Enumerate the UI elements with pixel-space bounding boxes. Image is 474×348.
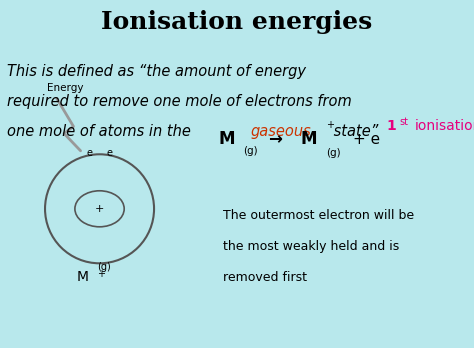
- Text: removed first: removed first: [223, 271, 307, 284]
- Text: + e: + e: [353, 132, 380, 147]
- Text: e: e: [86, 148, 92, 158]
- Text: +: +: [97, 269, 105, 278]
- Text: +: +: [326, 120, 334, 130]
- Text: M: M: [77, 270, 89, 284]
- Text: the most weakly held and is: the most weakly held and is: [223, 240, 399, 253]
- Text: st: st: [400, 117, 409, 127]
- Text: Ionisation energies: Ionisation energies: [101, 10, 373, 34]
- Text: gaseous: gaseous: [250, 124, 311, 139]
- Text: Energy: Energy: [47, 84, 84, 93]
- Text: →: →: [268, 130, 282, 148]
- Text: M: M: [218, 130, 235, 148]
- Text: +: +: [95, 204, 104, 214]
- Text: ionisation: ionisation: [415, 119, 474, 133]
- Text: required to remove one mole of electrons from: required to remove one mole of electrons…: [7, 94, 352, 109]
- Text: (g): (g): [97, 262, 111, 271]
- Text: one mole of atoms in the: one mole of atoms in the: [7, 124, 196, 139]
- Text: e: e: [107, 148, 113, 158]
- Text: (g): (g): [243, 147, 258, 156]
- Text: M: M: [301, 130, 318, 148]
- Text: 1: 1: [386, 119, 396, 133]
- Text: state”: state”: [329, 124, 378, 139]
- Text: (g): (g): [326, 148, 341, 158]
- Text: The outermost electron will be: The outermost electron will be: [223, 209, 414, 222]
- Text: This is defined as “the amount of energy: This is defined as “the amount of energy: [7, 64, 306, 79]
